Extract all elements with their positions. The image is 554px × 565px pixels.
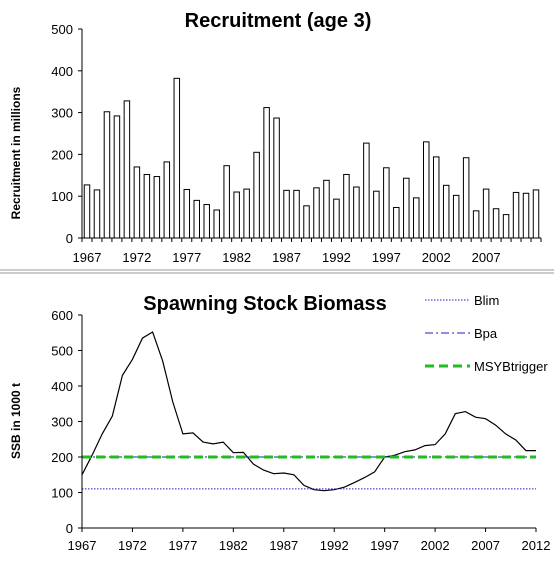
bar-1983 [243, 188, 250, 239]
x-tick-label: 1977 [172, 250, 201, 265]
recruitment-chart: Recruitment (age 3) Recruitment in milli… [9, 10, 542, 265]
bar-1992 [333, 198, 340, 239]
bar-1999 [403, 177, 410, 239]
x-tick-label: 1972 [118, 538, 147, 553]
bar-1987 [283, 189, 290, 239]
ssb-line [81, 331, 536, 492]
y-tick-label: 100 [51, 189, 73, 204]
bar-1991 [323, 179, 330, 239]
bar-1978 [193, 199, 200, 239]
bar-1982 [233, 191, 240, 239]
bar-2010 [512, 191, 520, 239]
bar-1972 [133, 166, 141, 239]
y-tick-label: 300 [51, 415, 73, 430]
bar-1996 [373, 190, 380, 239]
bar-1979 [203, 204, 210, 239]
bar-1977 [183, 189, 191, 239]
y-tick-label: 100 [51, 486, 73, 501]
bar-1989 [303, 205, 310, 239]
bar-1998 [393, 206, 400, 239]
x-tick-label: 2002 [422, 250, 451, 265]
y-axis-label: SSB in 1000 t [9, 383, 23, 459]
bar-1973 [143, 173, 151, 239]
x-tick-labels: 1967 1972 1977 1982 1987 1992 1997 2002 2007 2012 [68, 538, 551, 553]
legend: Blim Bpa MSYBtrigger [425, 293, 548, 374]
bar-2001 [423, 141, 430, 239]
bar-2000 [413, 197, 420, 239]
bar-1974 [153, 176, 161, 239]
bar-1986 [273, 117, 280, 239]
y-tick-labels: 0 100 200 300 400 500 [51, 22, 73, 246]
y-tick-label: 0 [66, 521, 73, 536]
bar-2007 [482, 188, 490, 239]
y-axis-label: Recruitment in millions [9, 86, 23, 219]
x-tick-label: 1992 [322, 250, 351, 265]
bar-2005 [462, 157, 470, 239]
bar-2011 [522, 192, 530, 239]
bar-1984 [253, 151, 260, 239]
bar-1997 [383, 167, 390, 239]
bar-1993 [343, 173, 350, 239]
x-tick-labels: 1967 1972 1977 1982 1987 1992 1997 2002 2007 [73, 250, 501, 265]
bar-1995 [363, 142, 370, 239]
bar-1975 [163, 161, 171, 239]
bar-1976 [173, 77, 181, 239]
legend-label: Bpa [474, 326, 498, 341]
ssb-chart: Spawning Stock Biomass SSB in 1000 t 0 10… [9, 293, 550, 553]
bar-2008 [492, 208, 500, 239]
bar-1969 [103, 111, 111, 239]
y-tick-label: 200 [51, 450, 73, 465]
y-tick-label: 400 [51, 379, 73, 394]
y-tick-label: 600 [51, 308, 73, 323]
bar-2012 [532, 189, 540, 239]
axes [78, 314, 537, 532]
x-tick-label: 2007 [471, 538, 500, 553]
y-tick-label: 500 [51, 22, 73, 37]
y-tick-labels: 0 100 200 300 400 500 600 [51, 308, 73, 536]
bar-1985 [263, 107, 270, 239]
bar-1981 [223, 165, 230, 239]
bar-1994 [353, 186, 360, 239]
y-tick-label: 200 [51, 147, 73, 162]
axes [78, 28, 542, 242]
x-tick-label: 1987 [272, 250, 301, 265]
x-tick-label: 1982 [219, 538, 248, 553]
bar-1988 [293, 189, 300, 239]
bar-2004 [452, 194, 460, 239]
y-tick-label: 300 [51, 106, 73, 121]
bar-2003 [442, 184, 450, 239]
line-series [81, 331, 536, 492]
x-tick-label: 2007 [472, 250, 501, 265]
bar-2009 [502, 214, 510, 239]
x-tick-label: 1992 [320, 538, 349, 553]
bar-1970 [113, 115, 121, 239]
bar-2006 [472, 210, 480, 239]
bar-1968 [93, 189, 101, 239]
bar-1971 [123, 100, 131, 239]
x-tick-label: 1982 [222, 250, 251, 265]
x-tick-label: 1997 [372, 250, 401, 265]
legend-label: Blim [474, 293, 499, 308]
x-tick-label: 2002 [421, 538, 450, 553]
x-tick-label: 2012 [522, 538, 551, 553]
bar-1980 [213, 209, 220, 239]
x-tick-label: 1977 [168, 538, 197, 553]
y-tick-label: 400 [51, 64, 73, 79]
chart-title: Spawning Stock Biomass [143, 293, 386, 315]
x-tick-label: 1987 [269, 538, 298, 553]
x-tick-label: 1967 [73, 250, 102, 265]
chart-title: Recruitment (age 3) [185, 10, 372, 32]
bar-1990 [313, 187, 320, 239]
x-tick-label: 1997 [370, 538, 399, 553]
y-tick-label: 0 [66, 231, 73, 246]
bar-series [83, 77, 540, 239]
bar-1967 [83, 184, 91, 239]
bar-2002 [432, 156, 440, 239]
x-tick-label: 1972 [122, 250, 151, 265]
x-tick-label: 1967 [68, 538, 97, 553]
y-tick-label: 500 [51, 344, 73, 359]
legend-label: MSYBtrigger [474, 359, 548, 374]
